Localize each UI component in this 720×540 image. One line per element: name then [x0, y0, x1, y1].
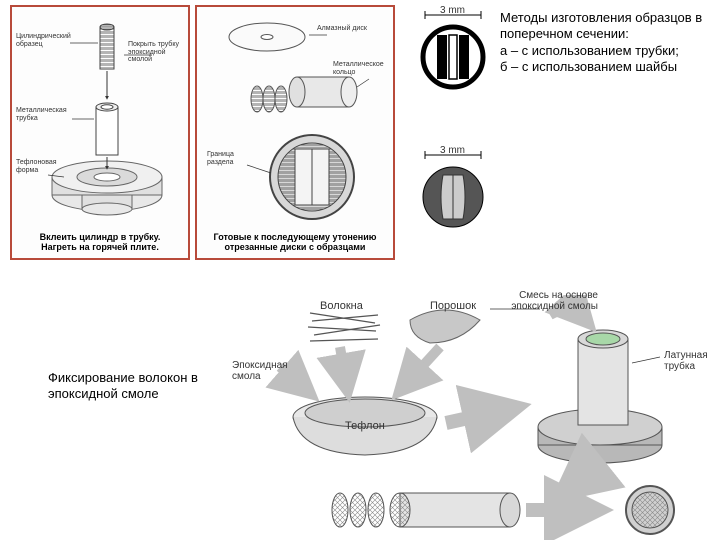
label-diamond-disk: Алмазный диск: [317, 25, 367, 33]
label-powder: Порошок: [430, 300, 476, 312]
panel-b-svg: [197, 7, 397, 262]
text-methods-title: Методы изготовления образцов в поперечно…: [500, 10, 702, 41]
label-cylinder-sample: Цилиндрическийобразец: [16, 33, 72, 48]
label-metal-tube: Металлическаятрубка: [16, 107, 76, 122]
panel-b-caption: Готовые к последующему утонениюотрезанны…: [197, 232, 393, 252]
text-methods-b: б – с использованием шайбы: [500, 59, 677, 74]
label-mix: Смесь на основеэпоксидной смолы: [498, 290, 598, 312]
label-fibers: Волокна: [320, 300, 363, 312]
label-brass-tube: Латуннаятрубка: [664, 350, 716, 372]
label-3mm-top: 3 mm: [440, 5, 465, 16]
side-diagram-bottom: [415, 145, 495, 240]
panel-b: Алмазный диск Металлическоекольцо Границ…: [195, 5, 395, 260]
label-teflon-form: Тефлоноваяформа: [16, 159, 64, 174]
label-coat-tube: Покрыть трубкуэпоксиднойсмолой: [128, 41, 190, 64]
label-teflon: Тефлон: [345, 420, 385, 432]
text-methods: Методы изготовления образцов в поперечно…: [500, 10, 715, 75]
panel-a-caption: Вклеить цилиндр в трубку.Нагреть на горя…: [12, 232, 188, 252]
bottom-diagram-svg: [230, 295, 720, 540]
side-diagram-top: [415, 5, 495, 100]
panel-a: Цилиндрическийобразец Покрыть трубкуэпок…: [10, 5, 190, 260]
text-fixation: Фиксирование волокон в эпоксидной смоле: [48, 370, 228, 403]
label-3mm-bottom: 3 mm: [440, 145, 465, 156]
text-methods-a: а – с использованием трубки;: [500, 43, 679, 58]
label-metal-ring: Металлическоекольцо: [333, 61, 395, 76]
label-interface: Границараздела: [207, 151, 251, 166]
label-epoxy: Эпоксиднаясмола: [232, 360, 292, 382]
